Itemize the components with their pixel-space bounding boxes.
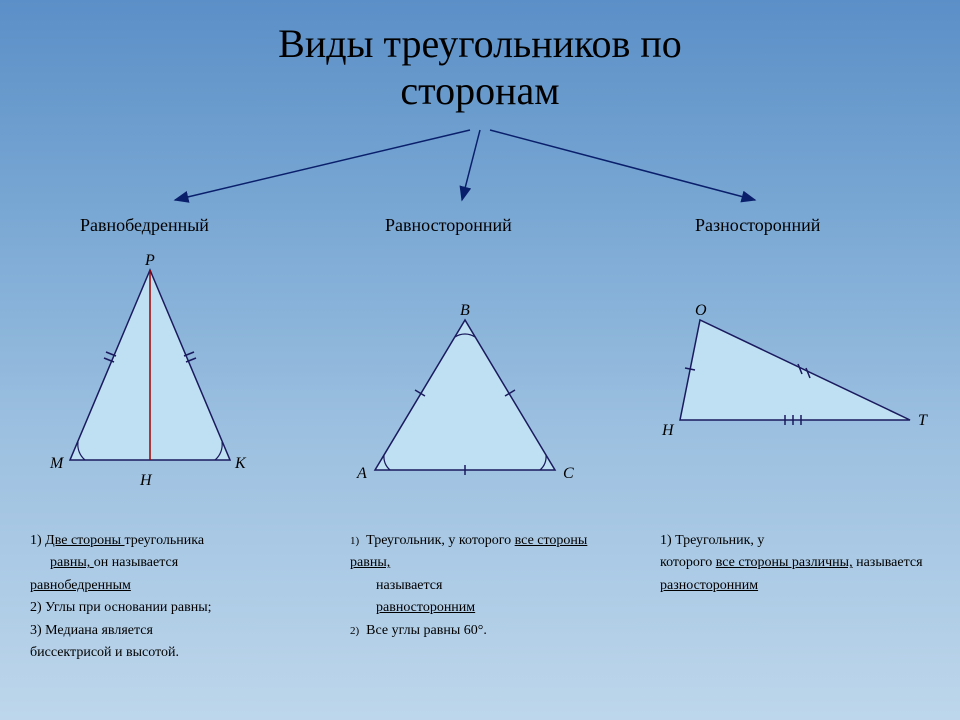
vertex-b: B: [460, 302, 470, 319]
desc-scalene: 1) Треугольник, у которого все стороны р…: [660, 530, 940, 597]
isosceles-triangle: P M К Н: [20, 250, 280, 510]
desc-equilateral: 1) Треугольник, у которого все стороны р…: [350, 530, 630, 642]
vertex-h2: Н: [661, 422, 675, 439]
label-equilateral: Равносторонний: [385, 215, 512, 236]
scalene-triangle: O Н T: [640, 300, 940, 480]
equilateral-triangle: B A C: [335, 300, 595, 520]
title-line-2: сторонам: [400, 68, 559, 113]
vertex-o: O: [695, 302, 707, 319]
title-line-1: Виды треугольников по: [278, 21, 682, 66]
label-isosceles: Равнобедренный: [80, 215, 209, 236]
vertex-h: Н: [139, 472, 153, 489]
vertex-p: P: [144, 252, 155, 269]
branching-arrows: [0, 120, 960, 220]
vertex-a: A: [356, 465, 367, 482]
vertex-c: C: [563, 465, 574, 482]
page-title: Виды треугольников по сторонам: [0, 20, 960, 114]
vertex-k: К: [234, 455, 247, 472]
vertex-t: T: [918, 412, 928, 429]
triangle-diagrams: P M К Н B A C O Н T: [0, 250, 960, 500]
label-scalene: Разносторонний: [695, 215, 820, 236]
desc-isosceles: 1) Две стороны треугольника равны, он на…: [30, 530, 310, 664]
vertex-m: M: [49, 455, 65, 472]
